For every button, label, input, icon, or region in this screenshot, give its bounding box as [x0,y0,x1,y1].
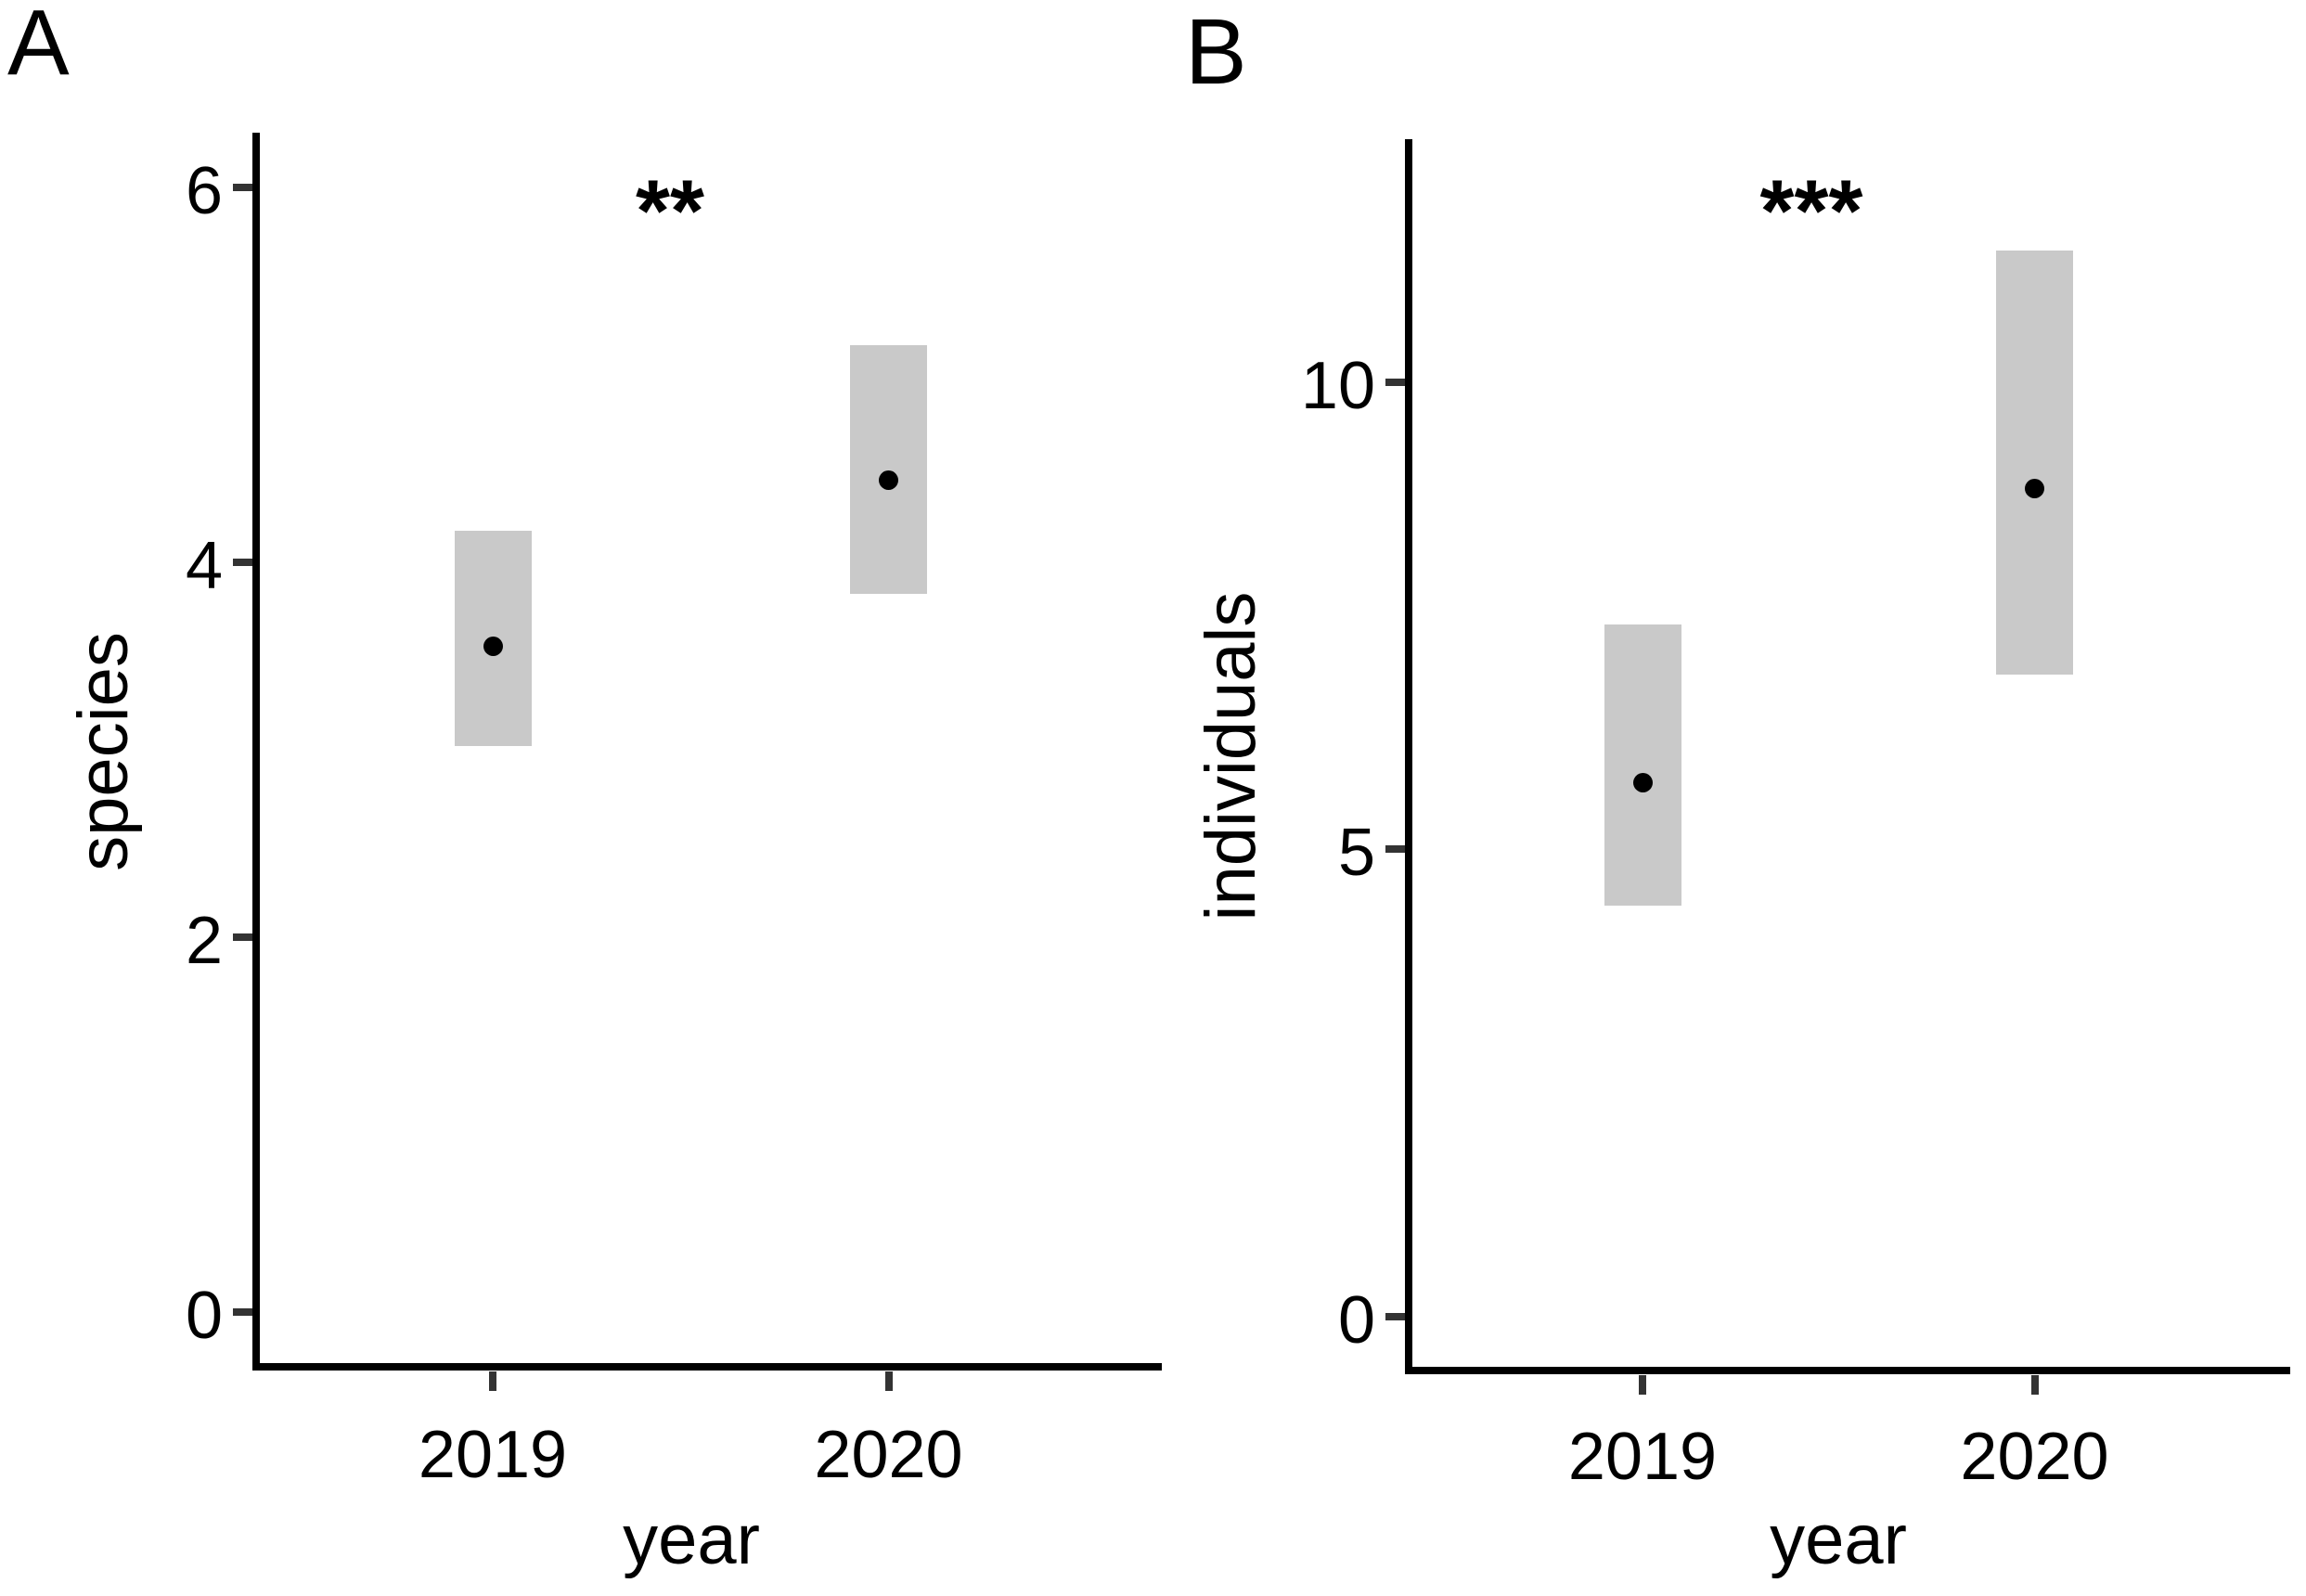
panel-a-x-axis-title: year [623,1500,760,1579]
y-tick-label: 10 [1300,349,1375,423]
x-axis-line [1404,1366,2290,1374]
estimate-point [879,470,898,490]
confidence-interval-bar [1996,251,2073,676]
panel-a-label: A [7,0,70,95]
x-tick-label: 2020 [814,1418,963,1492]
y-tick-label: 2 [185,904,223,978]
y-tick-mark [233,559,252,566]
panel-a-y-axis-title: species [64,632,143,871]
estimate-point [1632,773,1653,793]
y-tick-label: 0 [185,1279,223,1353]
panel-b-x-axis-title: year [1770,1500,1907,1579]
estimate-point [2025,479,2044,499]
x-tick-label: 2020 [1960,1420,2109,1494]
panel-a-significance-stars: ** [636,161,704,261]
y-tick-label: 4 [185,529,223,603]
x-tick-mark [2030,1374,2039,1395]
y-tick-label: 0 [1337,1282,1375,1358]
y-tick-mark [233,184,252,191]
y-tick-mark [1385,1312,1405,1320]
y-tick-mark [233,933,252,941]
x-tick-label: 2019 [1567,1420,1718,1494]
y-tick-mark [1385,845,1405,854]
y-axis-line [252,133,260,1371]
x-tick-mark [489,1371,496,1391]
y-tick-label: 5 [1337,816,1375,891]
y-tick-mark [233,1308,252,1316]
panel-b-significance-stars: *** [1759,161,1863,261]
estimate-point [483,637,503,657]
x-axis-line [252,1363,1162,1371]
y-tick-mark [1385,379,1405,386]
x-tick-mark [884,1371,893,1391]
x-tick-mark [1639,1374,1646,1395]
panel-b-label: B [1185,0,1247,104]
y-axis-line [1404,139,1412,1374]
confidence-interval-bar [850,344,927,595]
y-tick-label: 6 [185,154,223,228]
confidence-interval-bar [1604,624,1681,906]
x-tick-label: 2019 [418,1418,568,1492]
